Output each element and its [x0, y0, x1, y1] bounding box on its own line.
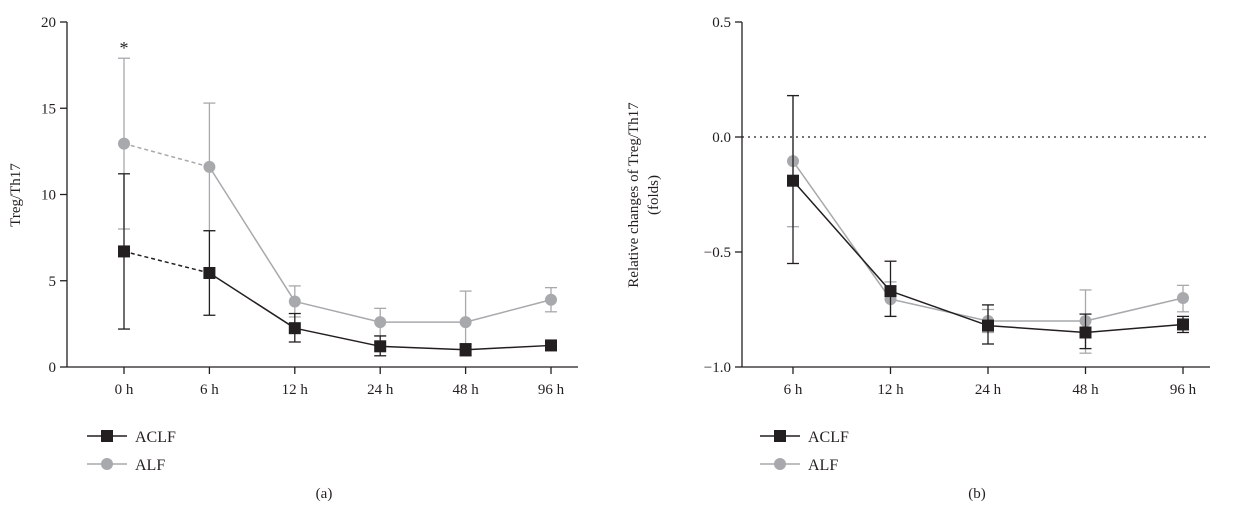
- y-tick-label: 0.5: [712, 15, 731, 31]
- y-axis-title: Treg/Th17: [8, 163, 24, 227]
- data-point-aclf: [374, 340, 387, 353]
- data-point-aclf: [787, 174, 799, 187]
- series-line-segment: [123, 142, 210, 168]
- series-line-segment: [890, 290, 989, 327]
- data-point-aclf: [459, 343, 472, 356]
- legend-marker-alf: [101, 458, 113, 470]
- series-line-segment: [1085, 323, 1184, 334]
- x-tick-label: 6 h: [200, 382, 219, 398]
- data-point-alf: [374, 316, 387, 329]
- y-tick-label: 20: [41, 15, 56, 31]
- series-line-segment: [792, 180, 892, 292]
- series-line-segment: [208, 272, 296, 329]
- x-tick-label: 24 h: [367, 382, 394, 398]
- series-line-segment: [1085, 297, 1184, 322]
- y-axis-title-line: Relative changes of Treg/Th17: [626, 102, 642, 288]
- series-line-segment: [123, 250, 210, 274]
- data-point-aclf: [982, 319, 994, 332]
- data-point-alf: [203, 160, 216, 173]
- series-line-segment: [208, 166, 296, 302]
- x-tick-label: 12 h: [282, 382, 309, 398]
- data-point-aclf: [1079, 326, 1092, 339]
- data-point-aclf: [203, 266, 216, 279]
- legend-marker-alf: [774, 458, 786, 470]
- x-tick-label: 12 h: [877, 382, 904, 398]
- series-line-segment: [294, 300, 381, 323]
- legend-label: ACLF: [135, 429, 176, 446]
- series-line-segment: [890, 298, 989, 322]
- y-tick-label: 0.0: [712, 130, 731, 146]
- y-axis-title-line: (folds): [646, 175, 662, 215]
- y-tick-label: −1.0: [704, 360, 731, 376]
- data-point-alf: [459, 316, 472, 329]
- data-point-aclf: [1177, 318, 1189, 331]
- legend-marker-aclf: [774, 430, 786, 442]
- x-tick-label: 96 h: [1170, 382, 1197, 398]
- significance-mark: *: [120, 38, 129, 58]
- series-line-segment: [294, 327, 381, 348]
- data-point-alf: [1177, 292, 1189, 304]
- series-line-segment: [987, 324, 1086, 334]
- x-tick-label: 6 h: [784, 382, 803, 398]
- legend-label: ALF: [808, 457, 838, 474]
- series-line-segment: [465, 344, 552, 351]
- chart-panel-a: 0 5 10 15 20 0 h 6 h 12 h 24 h 48 h 96 h Treg/Th17 *…: [8, 15, 578, 502]
- legend-marker-aclf: [101, 430, 113, 442]
- data-point-aclf: [118, 245, 130, 258]
- x-tick-label: 96 h: [538, 382, 565, 398]
- series-line-segment: [465, 298, 552, 323]
- data-point-alf: [288, 295, 301, 308]
- series-line-segment: [380, 345, 466, 351]
- data-point-alf: [118, 137, 130, 150]
- data-point-aclf: [288, 322, 301, 335]
- series-line-segment: [792, 160, 892, 300]
- y-tick-label: −0.5: [704, 245, 731, 261]
- x-tick-label: 24 h: [975, 382, 1002, 398]
- y-tick-label: 0: [49, 360, 57, 376]
- panel-label: (a): [316, 486, 333, 502]
- chart-panel-b: −1.0 −0.5 0.0 0.5 6 h 12 h 24 h 48 h 96 h Relativ…: [626, 15, 1210, 502]
- x-tick-label: 48 h: [1072, 382, 1099, 398]
- legend-label: ALF: [135, 457, 165, 474]
- x-tick-label: 0 h: [115, 382, 134, 398]
- data-point-aclf: [884, 285, 897, 298]
- data-point-aclf: [545, 339, 557, 352]
- y-tick-label: 15: [41, 101, 56, 117]
- data-point-alf: [545, 293, 557, 306]
- panel-label: (b): [968, 486, 986, 502]
- y-tick-label: 10: [41, 188, 56, 204]
- x-tick-label: 48 h: [452, 382, 479, 398]
- y-tick-label: 5: [49, 274, 57, 290]
- legend-label: ACLF: [808, 429, 849, 446]
